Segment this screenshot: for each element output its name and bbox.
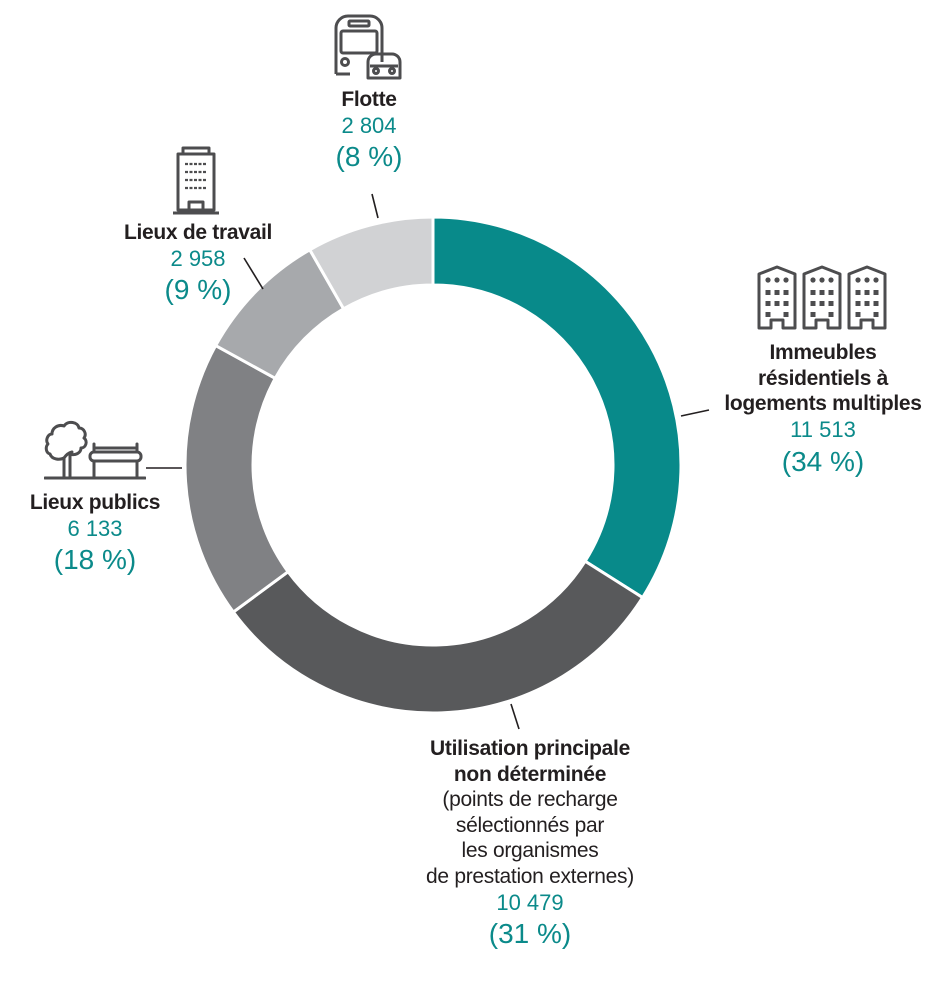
label-residential-name-3: logements multiples [724, 392, 922, 416]
slice-fleet [307, 215, 435, 311]
office-tower-icon [172, 146, 220, 216]
label-public: Lieux publics 6 133 (18 %) [10, 490, 180, 577]
slice-public [183, 343, 291, 615]
apartment-buildings-icon [756, 264, 888, 332]
label-residential-name-1: Immeubles [769, 341, 877, 364]
label-residential-percent: (34 %) [781, 445, 865, 477]
leader-line-fleet [371, 193, 379, 219]
label-fleet: Flotte 2 804 (8 %) [304, 87, 434, 174]
label-residential-name-2: résidentiels à [757, 366, 889, 390]
label-undetermined-sub-4: de prestation externes) [426, 865, 634, 889]
leader-line-residential [680, 409, 710, 417]
label-workplace-percent: (9 %) [164, 274, 232, 306]
label-undetermined-name-2: non déterminée [453, 762, 607, 786]
label-residential: Immeubles résidentiels à logements multi… [712, 340, 934, 479]
label-workplace: Lieux de travail 2 958 (9 %) [98, 220, 298, 307]
label-undetermined-percent: (31 %) [488, 918, 572, 950]
donut-slices [183, 215, 683, 715]
label-undetermined-sub-2: sélectionnés par [455, 813, 605, 837]
slice-undetermined [231, 559, 645, 715]
slice-residential [431, 215, 683, 600]
label-undetermined-name-1: Utilisation principale [430, 737, 630, 760]
leader-line-workplace [243, 257, 264, 290]
bus-car-icon [330, 14, 408, 84]
label-fleet-name: Flotte [341, 88, 397, 111]
label-undetermined-value: 10 479 [496, 889, 564, 915]
label-undetermined: Utilisation principale non déterminée (p… [380, 736, 680, 951]
label-fleet-percent: (8 %) [335, 141, 403, 173]
label-workplace-value: 2 958 [170, 245, 226, 271]
label-public-name: Lieux publics [29, 491, 161, 514]
leader-line-undetermined [510, 703, 520, 730]
label-undetermined-sub-1: (points de recharge [442, 788, 618, 812]
label-public-value: 6 133 [67, 515, 123, 541]
label-fleet-value: 2 804 [341, 112, 397, 138]
label-workplace-name: Lieux de travail [123, 221, 273, 244]
label-undetermined-sub-3: les organismes [461, 839, 599, 863]
label-public-percent: (18 %) [53, 544, 137, 576]
leader-lines [146, 193, 710, 730]
label-residential-value: 11 513 [790, 416, 856, 442]
tree-bench-icon [44, 418, 146, 482]
